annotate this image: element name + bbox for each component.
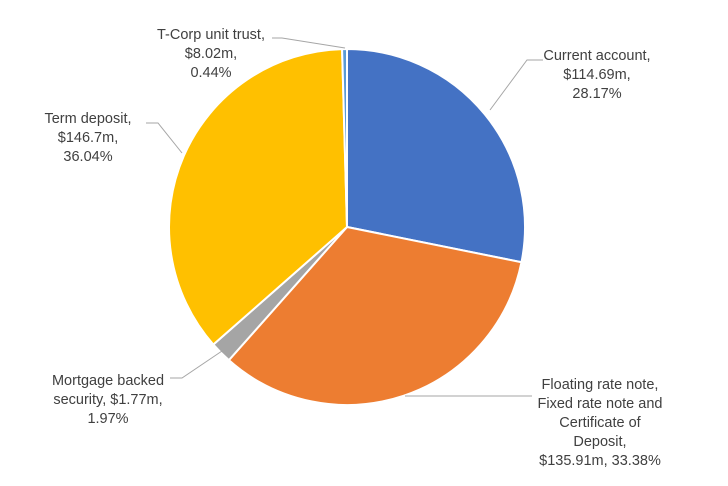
- pie-slice-1: [346, 47, 526, 264]
- data-label-line: Mortgage backed: [52, 373, 164, 389]
- data-label-3: Mortgage backed security, $1.77m, 1.97%: [52, 373, 164, 427]
- data-label-4: Term deposit, $146.7m, 36.04%: [44, 111, 131, 165]
- data-label-line: Floating rate note,: [542, 377, 659, 393]
- pie-slice-4: [168, 48, 349, 346]
- leader-line-1: [489, 59, 543, 111]
- data-label-line: 28.17%: [572, 86, 621, 102]
- data-label-line: Deposit,: [573, 434, 626, 450]
- data-label-line: $135.91m, 33.38%: [539, 453, 661, 469]
- data-label-line: 36.04%: [63, 149, 112, 165]
- data-label-line: 1.97%: [87, 411, 128, 427]
- pie-slice-2: [227, 225, 523, 406]
- leader-line-3: [170, 350, 223, 379]
- data-labels-layer: Current account, $114.69m, 28.17% Floating …: [44, 27, 662, 469]
- data-label-line: Term deposit,: [44, 111, 131, 127]
- leader-lines-layer: [146, 37, 543, 397]
- data-label-line: $146.7m,: [58, 130, 118, 146]
- data-label-1: Current account, $114.69m, 28.17%: [543, 48, 650, 102]
- leader-line-5: [272, 37, 346, 49]
- data-label-line: $114.69m,: [563, 67, 630, 83]
- data-label-2: Floating rate note, Fixed rate note and Ce…: [538, 377, 663, 469]
- data-label-line: Certificate of: [559, 415, 641, 431]
- data-label-5: T-Corp unit trust, $8.02m, 0.44%: [157, 27, 265, 81]
- data-label-line: Current account,: [543, 48, 650, 64]
- leader-line-4: [146, 122, 183, 154]
- pie-slice-5: [341, 47, 348, 228]
- data-label-line: security, $1.77m,: [53, 392, 162, 408]
- data-label-line: T-Corp unit trust,: [157, 27, 265, 43]
- data-label-line: 0.44%: [190, 65, 231, 81]
- data-label-line: Fixed rate note and: [538, 396, 663, 412]
- slices-layer: [168, 47, 526, 406]
- data-label-line: $8.02m,: [185, 46, 237, 62]
